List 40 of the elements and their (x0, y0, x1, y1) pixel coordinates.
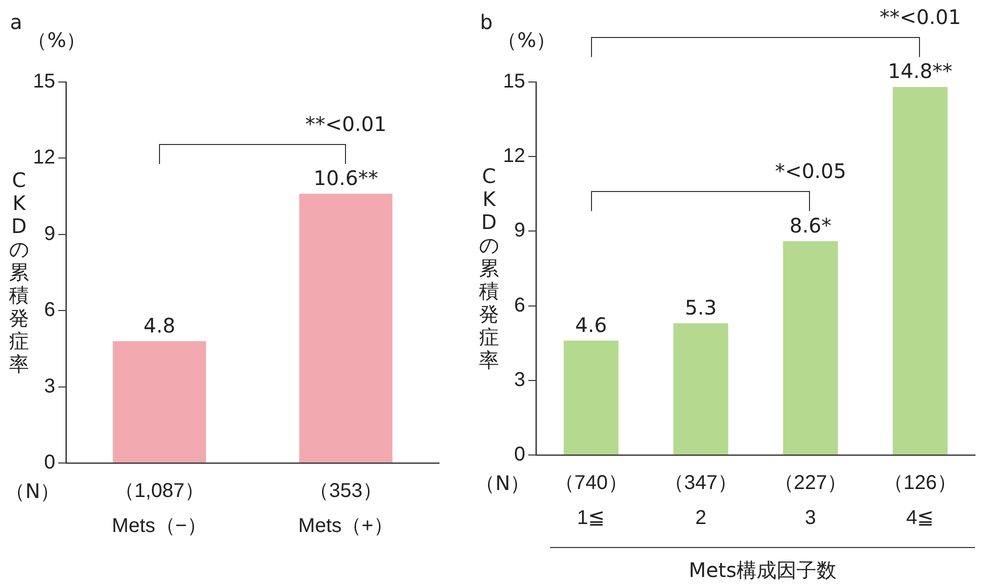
text: （N） (5, 479, 60, 503)
data-label: 4.6 (575, 312, 607, 337)
text: （N） (475, 471, 530, 495)
y-tick-label: 0 (44, 452, 56, 474)
y-tick-label: 6 (44, 299, 56, 322)
bar (673, 323, 728, 454)
bar (564, 340, 619, 454)
text: CKDの累積発症率 (479, 164, 499, 372)
data-label: 14.8** (888, 59, 952, 84)
y-tick-label: 9 (44, 222, 56, 245)
x-axis-title: Mets構成因子数 (550, 547, 975, 582)
y-tick-label: 12 (502, 145, 526, 168)
text: （%） (27, 28, 86, 52)
x-tick-label: （353） Mets（+） (298, 480, 394, 538)
bar (783, 241, 838, 454)
x-tick-label: （227） 3 (774, 472, 848, 530)
data-label: 5.3 (684, 295, 717, 320)
x-tick-label: （1,087） Mets（−） (112, 480, 207, 538)
y-tick-label: 15 (32, 70, 56, 93)
text: **<0.01 (880, 4, 961, 29)
bar (892, 86, 948, 454)
x-tick-label: （126） 4≦ (883, 472, 957, 530)
data-label: 4.8 (144, 313, 176, 338)
x-tick-label: （347） 2 (664, 472, 738, 530)
annotation: *<0.05 (774, 159, 846, 184)
annotation: **<0.01 (305, 112, 387, 136)
text: CKDの累積発症率 (9, 168, 29, 376)
y-tick-label: 0 (514, 444, 526, 466)
y-tick-label: 6 (514, 294, 526, 316)
data-label: 10.6** (314, 166, 378, 190)
y-tick-label: 3 (514, 368, 526, 391)
data-label: 8.6* (790, 213, 832, 238)
y-tick-label: 3 (44, 375, 56, 398)
y-tick-label: 15 (502, 70, 526, 93)
y-tick-label: 12 (32, 146, 56, 169)
x-tick-label: （740） 1≦ (554, 472, 628, 530)
y-tick-label: 9 (514, 220, 526, 242)
chart-title: b (480, 10, 493, 34)
text: （%） (497, 28, 556, 52)
chart-title: a (10, 10, 22, 34)
